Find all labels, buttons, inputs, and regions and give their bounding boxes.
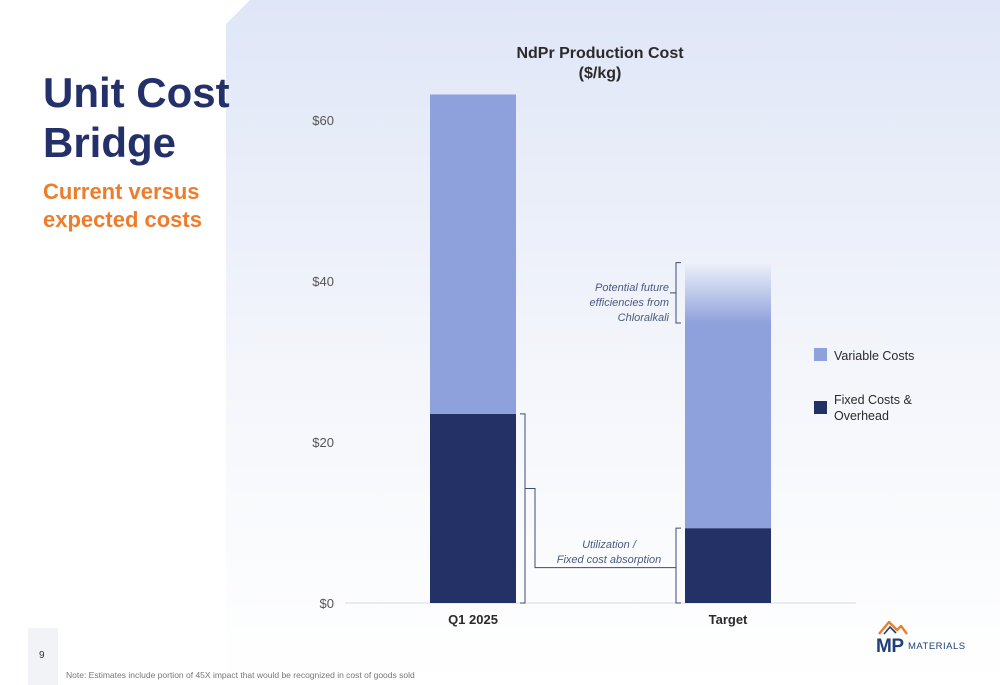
q1-fixed-bracket: [520, 413, 526, 604]
chloralkali-annotation: Potential future efficiencies from Chlor…: [590, 262, 681, 324]
utilization-label-line-1: Utilization /: [582, 539, 637, 551]
utilization-label-line-2: Fixed cost absorption: [557, 554, 662, 566]
page-number: 9: [28, 628, 58, 685]
chloralkali-bracket: [670, 262, 681, 324]
y-tick-label: $20: [312, 435, 334, 450]
mp-materials-logo: MP MATERIALS: [874, 618, 974, 658]
chloralkali-label-line-1: Potential future: [595, 282, 669, 294]
logo-mp-text: MP: [876, 636, 904, 657]
x-axis-labels: Q1 2025 Target: [448, 612, 748, 627]
bar-segment-chloralkali: [685, 262, 771, 323]
y-tick-label: $0: [320, 596, 334, 611]
page-number-text: 9: [39, 650, 45, 661]
chart-subtitle: ($/kg): [579, 65, 622, 82]
legend-swatch-variable: [814, 348, 827, 361]
y-tick-label: $40: [312, 274, 334, 289]
slide-subtitle: Current versus expected costs: [43, 179, 202, 232]
legend: Variable Costs Fixed Costs & Overhead: [814, 348, 915, 423]
y-axis-ticks: $0 $20 $40 $60: [312, 113, 334, 611]
y-tick-label: $60: [312, 113, 334, 128]
bar-segment-variable: [430, 94, 516, 414]
x-category-label: Target: [709, 612, 748, 627]
utilization-connector: [525, 487, 676, 569]
footnote: Note: Estimates include portion of 45X i…: [66, 670, 415, 680]
target-fixed-bracket: [675, 527, 681, 604]
chart-title: NdPr Production Cost: [516, 45, 684, 62]
bar-segment-variable: [685, 322, 771, 529]
legend-label-fixed: Fixed Costs & Overhead: [834, 393, 915, 423]
logo-mountain-icon: [878, 620, 908, 635]
chloralkali-label-line-3: Chloralkali: [618, 312, 670, 324]
x-category-label: Q1 2025: [448, 612, 498, 627]
chloralkali-label-line-2: efficiencies from: [590, 297, 669, 309]
slide-title: Unit Cost Bridge: [43, 69, 230, 166]
logo-materials-text: MATERIALS: [908, 641, 966, 652]
bars: [430, 94, 771, 603]
bar-segment-fixed: [430, 413, 516, 603]
utilization-annotation: Utilization / Fixed cost absorption: [520, 413, 681, 604]
bar-segment-fixed: [685, 528, 771, 603]
legend-label-variable: Variable Costs: [834, 349, 914, 363]
legend-swatch-fixed: [814, 401, 827, 414]
